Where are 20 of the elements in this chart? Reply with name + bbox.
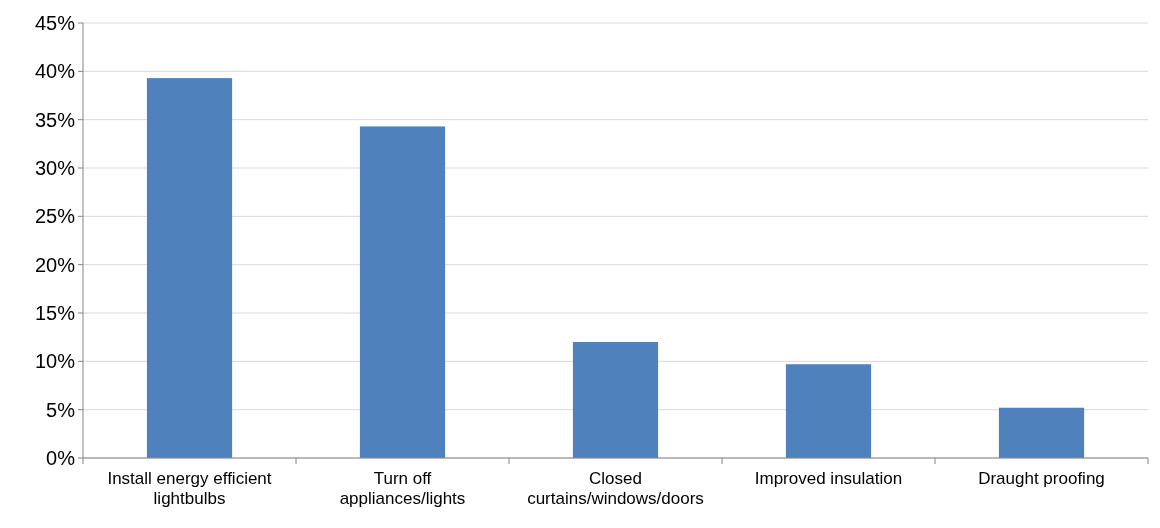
y-tick-label: 0% [46, 447, 76, 469]
bar [572, 342, 659, 458]
bar [785, 364, 872, 458]
x-tick-label: Install energy efficient lightbulbs [107, 469, 272, 508]
bar [146, 78, 233, 458]
y-tick-label: 40% [34, 60, 76, 83]
x-tick-label: Draught proofing [978, 469, 1105, 488]
bar [998, 407, 1085, 458]
y-tick-label: 45% [34, 12, 76, 34]
y-tick-label: 15% [34, 302, 76, 324]
y-tick-label: 20% [34, 253, 76, 276]
y-tick-label: 5% [46, 398, 76, 421]
x-tick-label: Turn off appliances/lights [339, 469, 466, 508]
y-tick-label: 25% [34, 205, 76, 228]
y-tick-label: 30% [34, 157, 76, 179]
bar [359, 126, 446, 458]
y-tick-label: 10% [34, 350, 76, 373]
y-tick-label: 35% [34, 108, 76, 131]
x-tick-label: Improved insulation [754, 469, 903, 488]
x-tick-label: Closed curtains/windows/doors [527, 469, 704, 508]
